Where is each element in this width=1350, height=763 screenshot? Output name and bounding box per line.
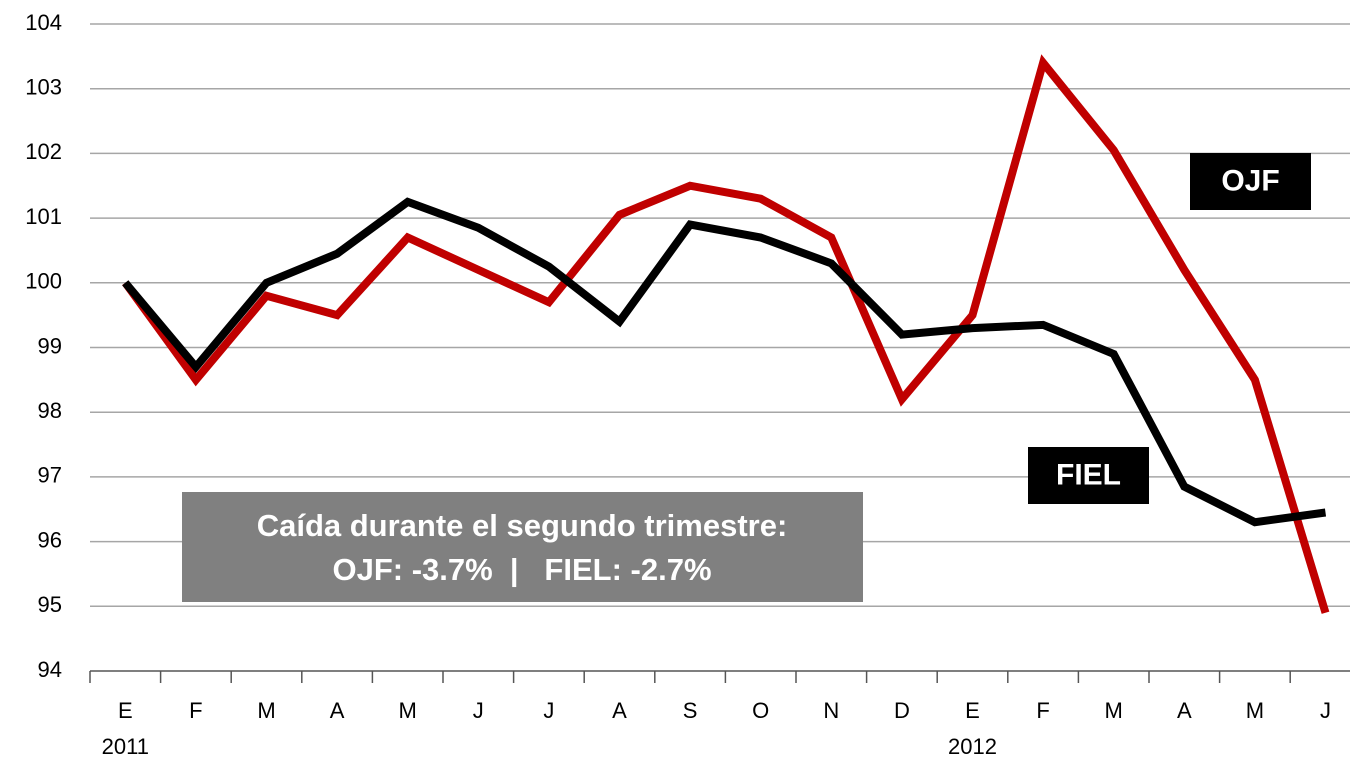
y-tick-label: 94 [38,657,62,682]
y-tick-label: 97 [38,463,62,488]
x-tick-label: E [965,698,980,723]
annotation-text: Caída durante el segundo trimestre: [257,508,788,543]
y-tick-label: 99 [38,333,62,358]
x-tick-label: A [330,698,345,723]
legend-label: OJF [1221,164,1279,197]
x-tick-label: F [1036,698,1049,723]
y-tick-label: 101 [25,204,62,229]
x-tick-label: A [1177,698,1192,723]
x-tick-label: N [823,698,839,723]
x-tick-label: S [683,698,698,723]
series-line [122,197,1327,527]
x-tick-label: M [399,698,417,723]
x-tick-label: D [894,698,910,723]
y-tick-label: 103 [25,75,62,100]
x-tick-label: J [1320,698,1331,723]
x-tick-label: M [1246,698,1264,723]
legend-box [1028,447,1149,504]
y-tick-label: 95 [38,592,62,617]
x-tick-label: F [189,698,202,723]
legend-label: FIEL [1056,458,1121,491]
x-tick-label: A [612,698,627,723]
x-tick-label: J [543,698,554,723]
legend-box [1190,153,1311,210]
x-tick-label: O [752,698,769,723]
annotation-box [182,492,863,602]
y-tick-label: 96 [38,527,62,552]
y-tick-label: 100 [25,269,62,294]
annotation-text: OJF: -3.7% | FIEL: -2.7% [332,552,711,587]
series-line [122,54,1330,614]
x-tick-label: M [1105,698,1123,723]
x-tick-label: M [257,698,275,723]
year-label: 2011 [102,734,149,759]
y-tick-label: 104 [25,10,62,35]
x-tick-label: E [118,698,133,723]
y-tick-label: 102 [25,139,62,164]
x-tick-label: J [473,698,484,723]
year-label: 2012 [948,734,997,759]
y-tick-label: 98 [38,398,62,423]
